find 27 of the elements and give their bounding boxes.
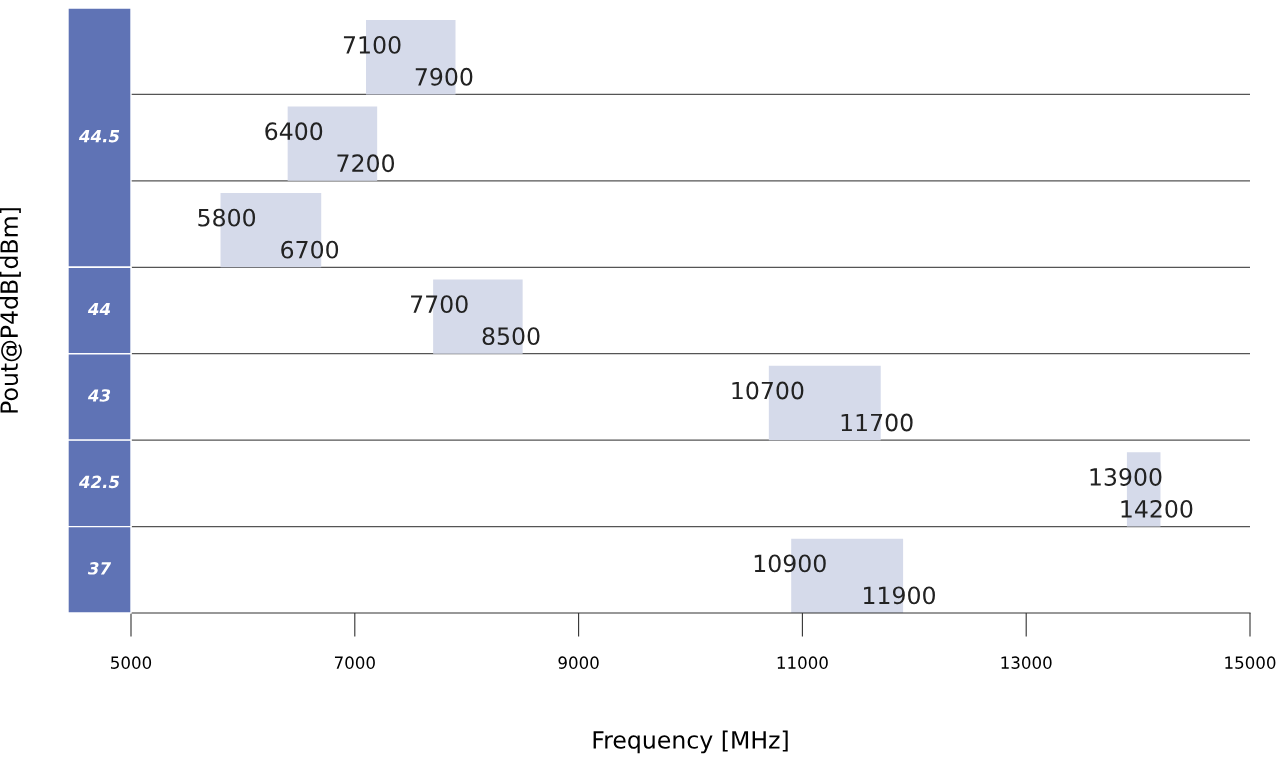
x-tick-label: 11000 bbox=[777, 656, 828, 669]
annotation: 5800 bbox=[198, 208, 256, 227]
annotation: 6400 bbox=[265, 122, 323, 141]
annotation: 7100 bbox=[343, 35, 401, 54]
annotation: 6700 bbox=[281, 240, 339, 259]
annotation: 10900 bbox=[754, 554, 826, 573]
y-tick-label: 37 bbox=[87, 562, 112, 575]
y-axis-title: Pout@P4dB[dBm] bbox=[0, 208, 22, 413]
x-axis-title: Frequency [MHz] bbox=[593, 730, 788, 754]
x-tick-label: 15000 bbox=[1225, 656, 1276, 669]
x-tick-label: 9000 bbox=[558, 656, 599, 669]
y-tick-label: 43 bbox=[87, 389, 111, 402]
annotation: 7200 bbox=[337, 154, 395, 173]
annotation: 10700 bbox=[732, 381, 804, 400]
annotation: 11900 bbox=[864, 586, 935, 605]
y-tick-label: 44.5 bbox=[78, 130, 120, 143]
x-tick-label: 13000 bbox=[1001, 656, 1052, 669]
annotation: 11700 bbox=[841, 413, 913, 432]
annotation: 8500 bbox=[482, 327, 540, 346]
x-tick-label: 5000 bbox=[111, 656, 152, 669]
annotation: 7700 bbox=[411, 295, 468, 314]
y-tick-label: 44 bbox=[87, 302, 111, 316]
x-tick-label: 7000 bbox=[334, 656, 375, 669]
annotation: 14200 bbox=[1121, 500, 1193, 518]
annotation: 7900 bbox=[415, 67, 473, 86]
annotation: 13900 bbox=[1090, 468, 1162, 486]
y-tick-label: 42.5 bbox=[78, 475, 120, 489]
